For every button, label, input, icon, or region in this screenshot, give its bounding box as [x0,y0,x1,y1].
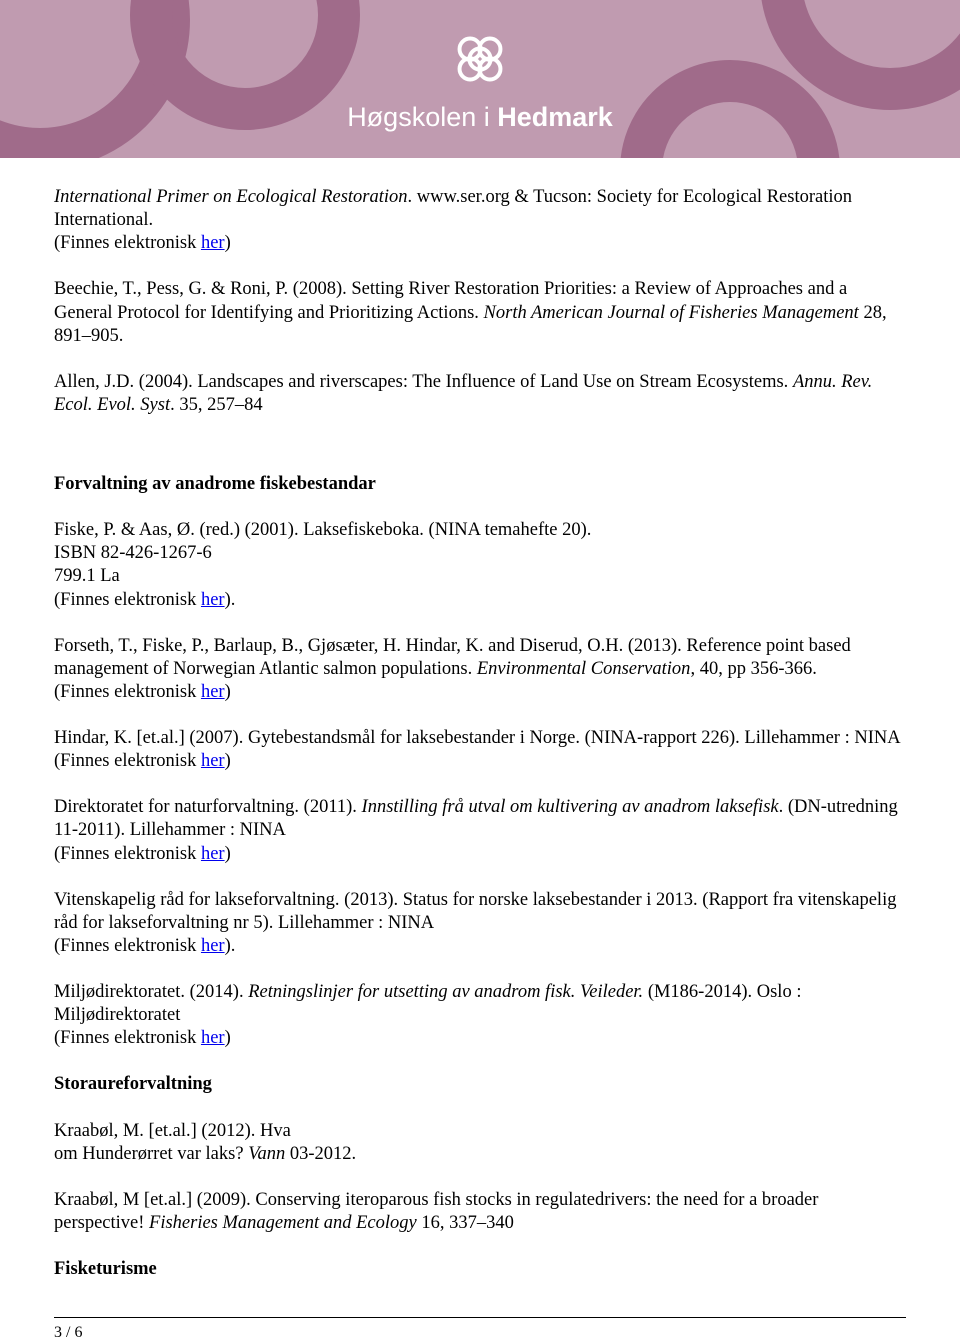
text-span: (Finnes elektronisk [54,682,201,702]
text-span: ). [225,590,236,610]
text-span: (Finnes elektronisk [54,590,201,610]
reference-line: (Finnes elektronisk her). [54,935,906,958]
reference-entry: Kraabøl, M [et.al.] (2009). Conserving i… [54,1189,906,1235]
text-span: Miljødirektoratet. (2014). [54,982,248,1002]
reference-entry: Fisketurisme [54,1258,906,1281]
text-span: 799.1 La [54,566,120,586]
reference-line: (Finnes elektronisk her) [54,232,906,255]
institution-logo: Høgskolen i Hedmark [347,26,613,133]
reference-line: Forseth, T., Fiske, P., Barlaup, B., Gjø… [54,635,906,681]
reference-entry: Beechie, T., Pess, G. & Roni, P. (2008).… [54,278,906,347]
text-span: ) [225,844,231,864]
text-span: Hindar, K. [et.al.] (2007). Gytebestands… [54,728,901,748]
text-span: Retningslinjer for utsetting av anadrom … [248,982,643,1002]
page-footer: 3 / 6 [54,1317,906,1342]
reference-entry: Vitenskapelig råd for lakseforvaltning. … [54,889,906,958]
reference-link[interactable]: her [201,1028,225,1048]
text-span: ) [225,1028,231,1048]
institution-name-bold: Hedmark [497,102,613,132]
reference-line: Vitenskapelig råd for lakseforvaltning. … [54,889,906,935]
reference-line: 799.1 La [54,565,906,588]
reference-link[interactable]: her [201,233,225,253]
reference-line: om Hunderørret var laks? Vann 03-2012. [54,1143,906,1166]
reference-line: ISBN 82-426-1267-6 [54,542,906,565]
reference-entry: Hindar, K. [et.al.] (2007). Gytebestands… [54,727,906,773]
reference-line: (Finnes elektronisk her) [54,1027,906,1050]
text-span: Forvaltning av anadrome fiskebestandar [54,474,376,494]
document-body: International Primer on Ecological Resto… [0,158,960,1281]
reference-line: (Finnes elektronisk her) [54,681,906,704]
reference-line: (Finnes elektronisk her) [54,843,906,866]
text-span: 16, 337–340 [417,1213,514,1233]
text-span: ) [225,682,231,702]
page-header: Høgskolen i Hedmark [0,0,960,158]
text-span: ). [225,936,236,956]
text-span: Environmental Conservation [477,659,691,679]
reference-entry: Storaureforvaltning [54,1073,906,1096]
text-span: Fisketurisme [54,1259,157,1279]
reference-line: Fiske, P. & Aas, Ø. (red.) (2001). Lakse… [54,519,906,542]
text-span: (Finnes elektronisk [54,844,201,864]
reference-line: (Finnes elektronisk her). [54,589,906,612]
text-span: . 35, 257–84 [170,395,263,415]
reference-line: Fisketurisme [54,1258,906,1281]
reference-line: Kraabøl, M. [et.al.] (2012). Hva [54,1120,906,1143]
reference-line: Allen, J.D. (2004). Landscapes and river… [54,371,906,417]
reference-line: Miljødirektoratet. (2014). Retningslinje… [54,981,906,1027]
text-span: (Finnes elektronisk [54,1028,201,1048]
reference-entry: Kraabøl, M. [et.al.] (2012). Hvaom Hunde… [54,1120,906,1166]
text-span: om Hunderørret var laks? [54,1144,248,1164]
text-span: Fisheries Management and Ecology [149,1213,417,1233]
text-span: (Finnes elektronisk [54,751,201,771]
text-span: Innstilling frå utval om kultivering av … [362,797,779,817]
text-span: Storaureforvaltning [54,1074,212,1094]
reference-link[interactable]: her [201,751,225,771]
reference-entry: Direktoratet for naturforvaltning. (2011… [54,796,906,865]
reference-line: Direktoratet for naturforvaltning. (2011… [54,796,906,842]
reference-link[interactable]: her [201,936,225,956]
text-span: ) [225,233,231,253]
reference-line: Hindar, K. [et.al.] (2007). Gytebestands… [54,727,906,750]
reference-line: (Finnes elektronisk her) [54,750,906,773]
reference-link[interactable]: her [201,844,225,864]
reference-entry: International Primer on Ecological Resto… [54,186,906,255]
reference-line: International Primer on Ecological Resto… [54,186,906,232]
reference-link[interactable]: her [201,682,225,702]
reference-entry: Allen, J.D. (2004). Landscapes and river… [54,371,906,417]
text-span: Kraabøl, M. [et.al.] (2012). Hva [54,1121,291,1141]
text-span: Allen, J.D. (2004). Landscapes and river… [54,372,793,392]
text-span: Vann [248,1144,285,1164]
reference-link[interactable]: her [201,590,225,610]
text-span: International Primer on Ecological Resto… [54,187,408,207]
text-span: ISBN 82-426-1267-6 [54,543,212,563]
text-span: 03-2012. [285,1144,356,1164]
page-number: 3 / 6 [54,1324,82,1341]
reference-line: Storaureforvaltning [54,1073,906,1096]
reference-line: Beechie, T., Pess, G. & Roni, P. (2008).… [54,278,906,347]
reference-entry: Forseth, T., Fiske, P., Barlaup, B., Gjø… [54,635,906,704]
knot-icon [447,26,513,92]
text-span: Vitenskapelig råd for lakseforvaltning. … [54,890,896,933]
text-span: (Finnes elektronisk [54,233,201,253]
institution-name-light: Høgskolen i [347,102,497,132]
text-span: (Finnes elektronisk [54,936,201,956]
text-span: ) [225,751,231,771]
reference-line: Forvaltning av anadrome fiskebestandar [54,473,906,496]
reference-entry: Forvaltning av anadrome fiskebestandar [54,473,906,496]
text-span: Direktoratet for naturforvaltning. (2011… [54,797,362,817]
text-span: North American Journal of Fisheries Mana… [484,303,859,323]
reference-entry: Miljødirektoratet. (2014). Retningslinje… [54,981,906,1050]
text-span: , 40, pp 356-366. [690,659,816,679]
reference-entry: Fiske, P. & Aas, Ø. (red.) (2001). Lakse… [54,519,906,612]
reference-line: Kraabøl, M [et.al.] (2009). Conserving i… [54,1189,906,1235]
institution-name: Høgskolen i Hedmark [347,102,613,133]
text-span: Fiske, P. & Aas, Ø. (red.) (2001). Lakse… [54,520,591,540]
